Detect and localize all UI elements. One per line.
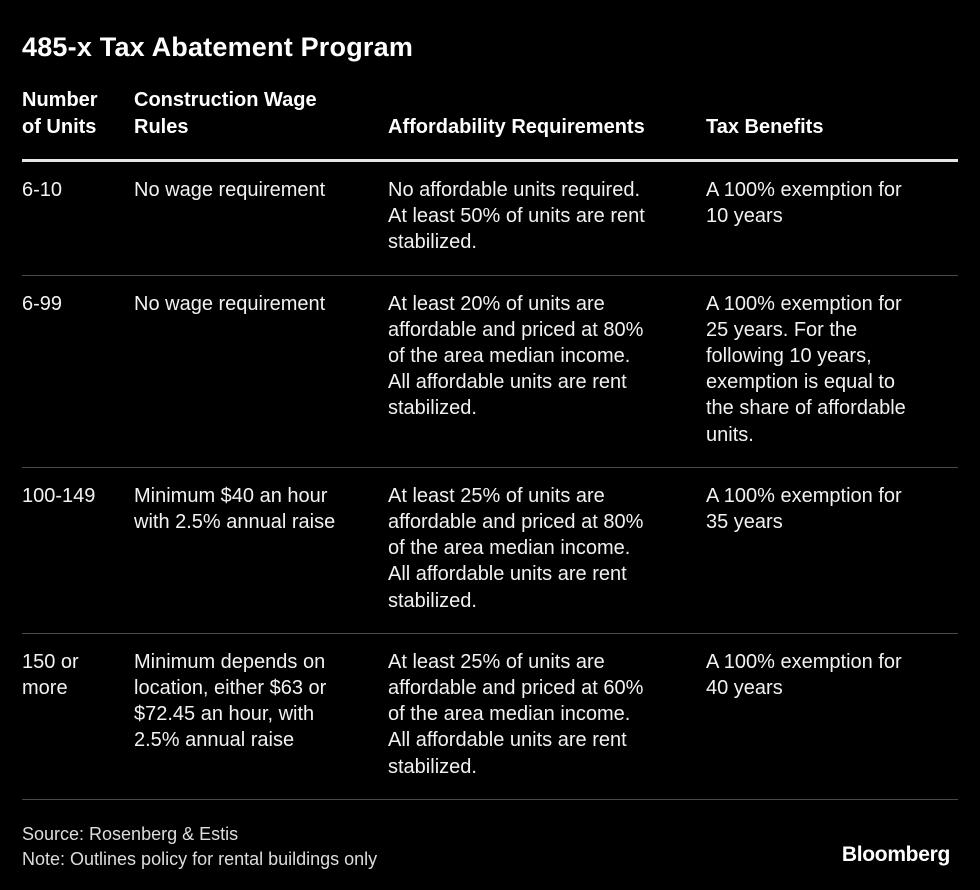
cell-line: following 10 years, (706, 345, 872, 368)
cell-line: All affordable units are rent (388, 563, 627, 586)
cell-line: Minimum depends on (134, 650, 326, 673)
cell-line: of the area median income. (388, 537, 631, 560)
table-cell-tax-benefits: A 100% exemption for 35 years (706, 483, 958, 614)
column-header-affordability-requirements: Affordability Requirements (388, 87, 706, 141)
header-line: of Units (22, 116, 97, 138)
header-line: Number (22, 89, 98, 111)
table-cell-tax-benefits: A 100% exemption for 10 years (706, 177, 958, 256)
table-cell-affordability-requirements: At least 25% of units are affordable and … (388, 649, 706, 780)
cell-line: All affordable units are rent (388, 729, 627, 752)
table-row: 150 or more Minimum depends on location, ei… (22, 634, 958, 800)
cell-line: stabilized. (388, 231, 477, 254)
cell-line: 10 years (706, 205, 783, 228)
cell-line: of the area median income. (388, 703, 631, 726)
cell-line: At least 25% of units are (388, 484, 605, 507)
cell-line: with 2.5% annual raise (134, 511, 336, 534)
header-line: Affordability Requirements (388, 116, 645, 138)
footer-notes: Source: Rosenberg & Estis Note: Outlines… (22, 822, 377, 872)
column-header-construction-wage-rules: Construction Wage Rules (134, 87, 388, 141)
cell-line: A 100% exemption for (706, 484, 902, 507)
cell-line: $72.45 an hour, with (134, 703, 315, 726)
table-cell-number-of-units: 150 or more (22, 649, 134, 780)
cell-line: units. (706, 423, 754, 446)
chart-title: 485-x Tax Abatement Program (22, 32, 414, 62)
table-row: 6-10 No wage requirement No affordable uni… (22, 162, 958, 276)
cell-line: stabilized. (388, 589, 477, 612)
cell-line: more (22, 677, 68, 700)
table-cell-construction-wage-rules: Minimum $40 an hour with 2.5% annual rais… (134, 483, 388, 614)
column-header-tax-benefits: Tax Benefits (706, 87, 958, 141)
table-row: 100-149 Minimum $40 an hour with 2.5% annu… (22, 468, 958, 634)
table-cell-affordability-requirements: No affordable units required. At least 50… (388, 177, 706, 256)
cell-line: Minimum $40 an hour (134, 484, 328, 507)
cell-line: 100-149 (22, 484, 96, 507)
cell-line: A 100% exemption for (706, 179, 902, 201)
cell-line: 25 years. For the (706, 318, 858, 341)
cell-line: A 100% exemption for (706, 650, 902, 673)
table-cell-affordability-requirements: At least 20% of units are affordable and … (388, 291, 706, 448)
table-cell-number-of-units: 6-10 (22, 177, 134, 256)
cell-line: 35 years (706, 511, 783, 534)
header-line: Rules (134, 116, 189, 138)
cell-line: 40 years (706, 677, 783, 700)
cell-line: No wage requirement (134, 292, 326, 315)
table-cell-affordability-requirements: At least 25% of units are affordable and … (388, 483, 706, 614)
cell-line: All affordable units are rent (388, 371, 627, 394)
table-cell-construction-wage-rules: Minimum depends on location, either $63 o… (134, 649, 388, 780)
cell-line: affordable and priced at 80% (388, 318, 644, 341)
cell-line: of the area median income. (388, 345, 631, 368)
bloomberg-logo: Bloomberg (841, 843, 950, 866)
cell-line: 150 or (22, 650, 79, 673)
cell-line: stabilized. (388, 397, 477, 420)
cell-line: At least 20% of units are (388, 292, 605, 315)
table-cell-number-of-units: 6-99 (22, 291, 134, 448)
column-header-number-of-units: Number of Units (22, 87, 134, 141)
table-cell-construction-wage-rules: No wage requirement (134, 291, 388, 448)
table-body: 6-10 No wage requirement No affordable uni… (22, 162, 958, 800)
header-line (706, 87, 950, 114)
cell-line: 6-10 (22, 179, 63, 201)
table-cell-tax-benefits: A 100% exemption for 40 years (706, 649, 958, 780)
cell-line: No affordable units required. (388, 179, 641, 201)
note-text: Note: Outlines policy for rental buildin… (22, 849, 378, 869)
cell-line: No wage requirement (134, 179, 326, 201)
cell-line: At least 25% of units are (388, 650, 605, 673)
cell-line: location, either $63 or (134, 677, 327, 700)
cell-line: stabilized. (388, 755, 477, 778)
table-cell-number-of-units: 100-149 (22, 483, 134, 614)
cell-line: A 100% exemption for (706, 292, 902, 315)
cell-line: At least 50% of units are rent (388, 205, 645, 228)
table-header: Number of Units Construction Wage Rules Aff… (22, 89, 958, 162)
table-cell-construction-wage-rules: No wage requirement (134, 177, 388, 256)
source-note: Source: Rosenberg & Estis (22, 824, 239, 844)
table-cell-tax-benefits: A 100% exemption for 25 years. For the fol… (706, 291, 958, 448)
cell-line: 2.5% annual raise (134, 729, 295, 752)
cell-line: affordable and priced at 80% (388, 511, 644, 534)
header-line: Construction Wage (134, 89, 317, 111)
table-row: 6-99 No wage requirement At least 20% of u… (22, 276, 958, 468)
header-line (388, 87, 698, 114)
cell-line: affordable and priced at 60% (388, 677, 644, 700)
data-table: Number of Units Construction Wage Rules Aff… (22, 89, 958, 800)
cell-line: 6-99 (22, 292, 63, 315)
cell-line: the share of affordable (706, 397, 906, 420)
cell-line: exemption is equal to (706, 371, 896, 394)
header-line: Tax Benefits (706, 116, 824, 138)
